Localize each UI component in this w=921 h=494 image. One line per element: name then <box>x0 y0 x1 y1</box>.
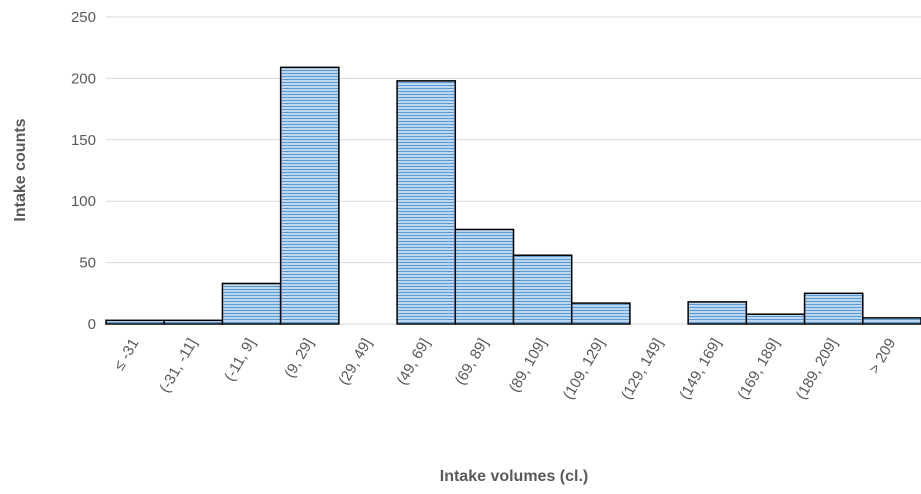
y-tick-label: 0 <box>88 316 96 333</box>
y-tick-label: 150 <box>71 132 96 149</box>
bar <box>687 301 748 325</box>
bar <box>803 292 864 325</box>
x-tick-label: (89, 109] <box>506 336 550 396</box>
x-tick-label: (169, 189] <box>734 336 783 403</box>
y-tick-labels: 0 50 100 150 200 250 <box>71 9 96 333</box>
y-tick-label: 100 <box>71 193 96 210</box>
bar <box>396 80 457 325</box>
x-tick-label: (109, 129] <box>560 336 609 403</box>
bar <box>745 313 806 325</box>
x-axis-title: Intake volumes (cl.) <box>440 468 589 485</box>
x-tick-label: (69, 89] <box>452 336 492 389</box>
bar <box>163 319 224 325</box>
x-tick-label: (9, 29] <box>281 336 317 381</box>
x-tick-label: ≤ -31 <box>111 336 143 374</box>
x-tick-label: (149, 169] <box>676 336 725 403</box>
bar <box>454 228 515 325</box>
x-tick-label: (49, 69] <box>393 336 433 389</box>
y-axis-title: Intake counts <box>12 118 29 221</box>
x-tick-labels: ≤ -31 (-31, -11] (-11, 9] (9, 29] (29, 49] (4… <box>111 336 900 403</box>
y-tick-label: 50 <box>79 255 96 272</box>
x-tick-label: (-31, -11] <box>156 336 201 396</box>
bar <box>512 254 573 325</box>
bar <box>279 66 340 325</box>
bar <box>221 282 282 325</box>
x-tick-label: (189, 209] <box>793 336 842 403</box>
x-tick-label: (-11, 9] <box>221 336 259 385</box>
y-tick-label: 250 <box>71 9 96 26</box>
bar <box>105 319 165 325</box>
x-tick-label: (29, 49] <box>335 336 375 389</box>
x-tick-label: > 209 <box>866 336 900 377</box>
x-tick-label: (129, 149] <box>618 336 667 403</box>
bars <box>105 66 921 325</box>
bar <box>862 317 921 325</box>
bar <box>570 302 631 325</box>
y-tick-label: 200 <box>71 70 96 87</box>
